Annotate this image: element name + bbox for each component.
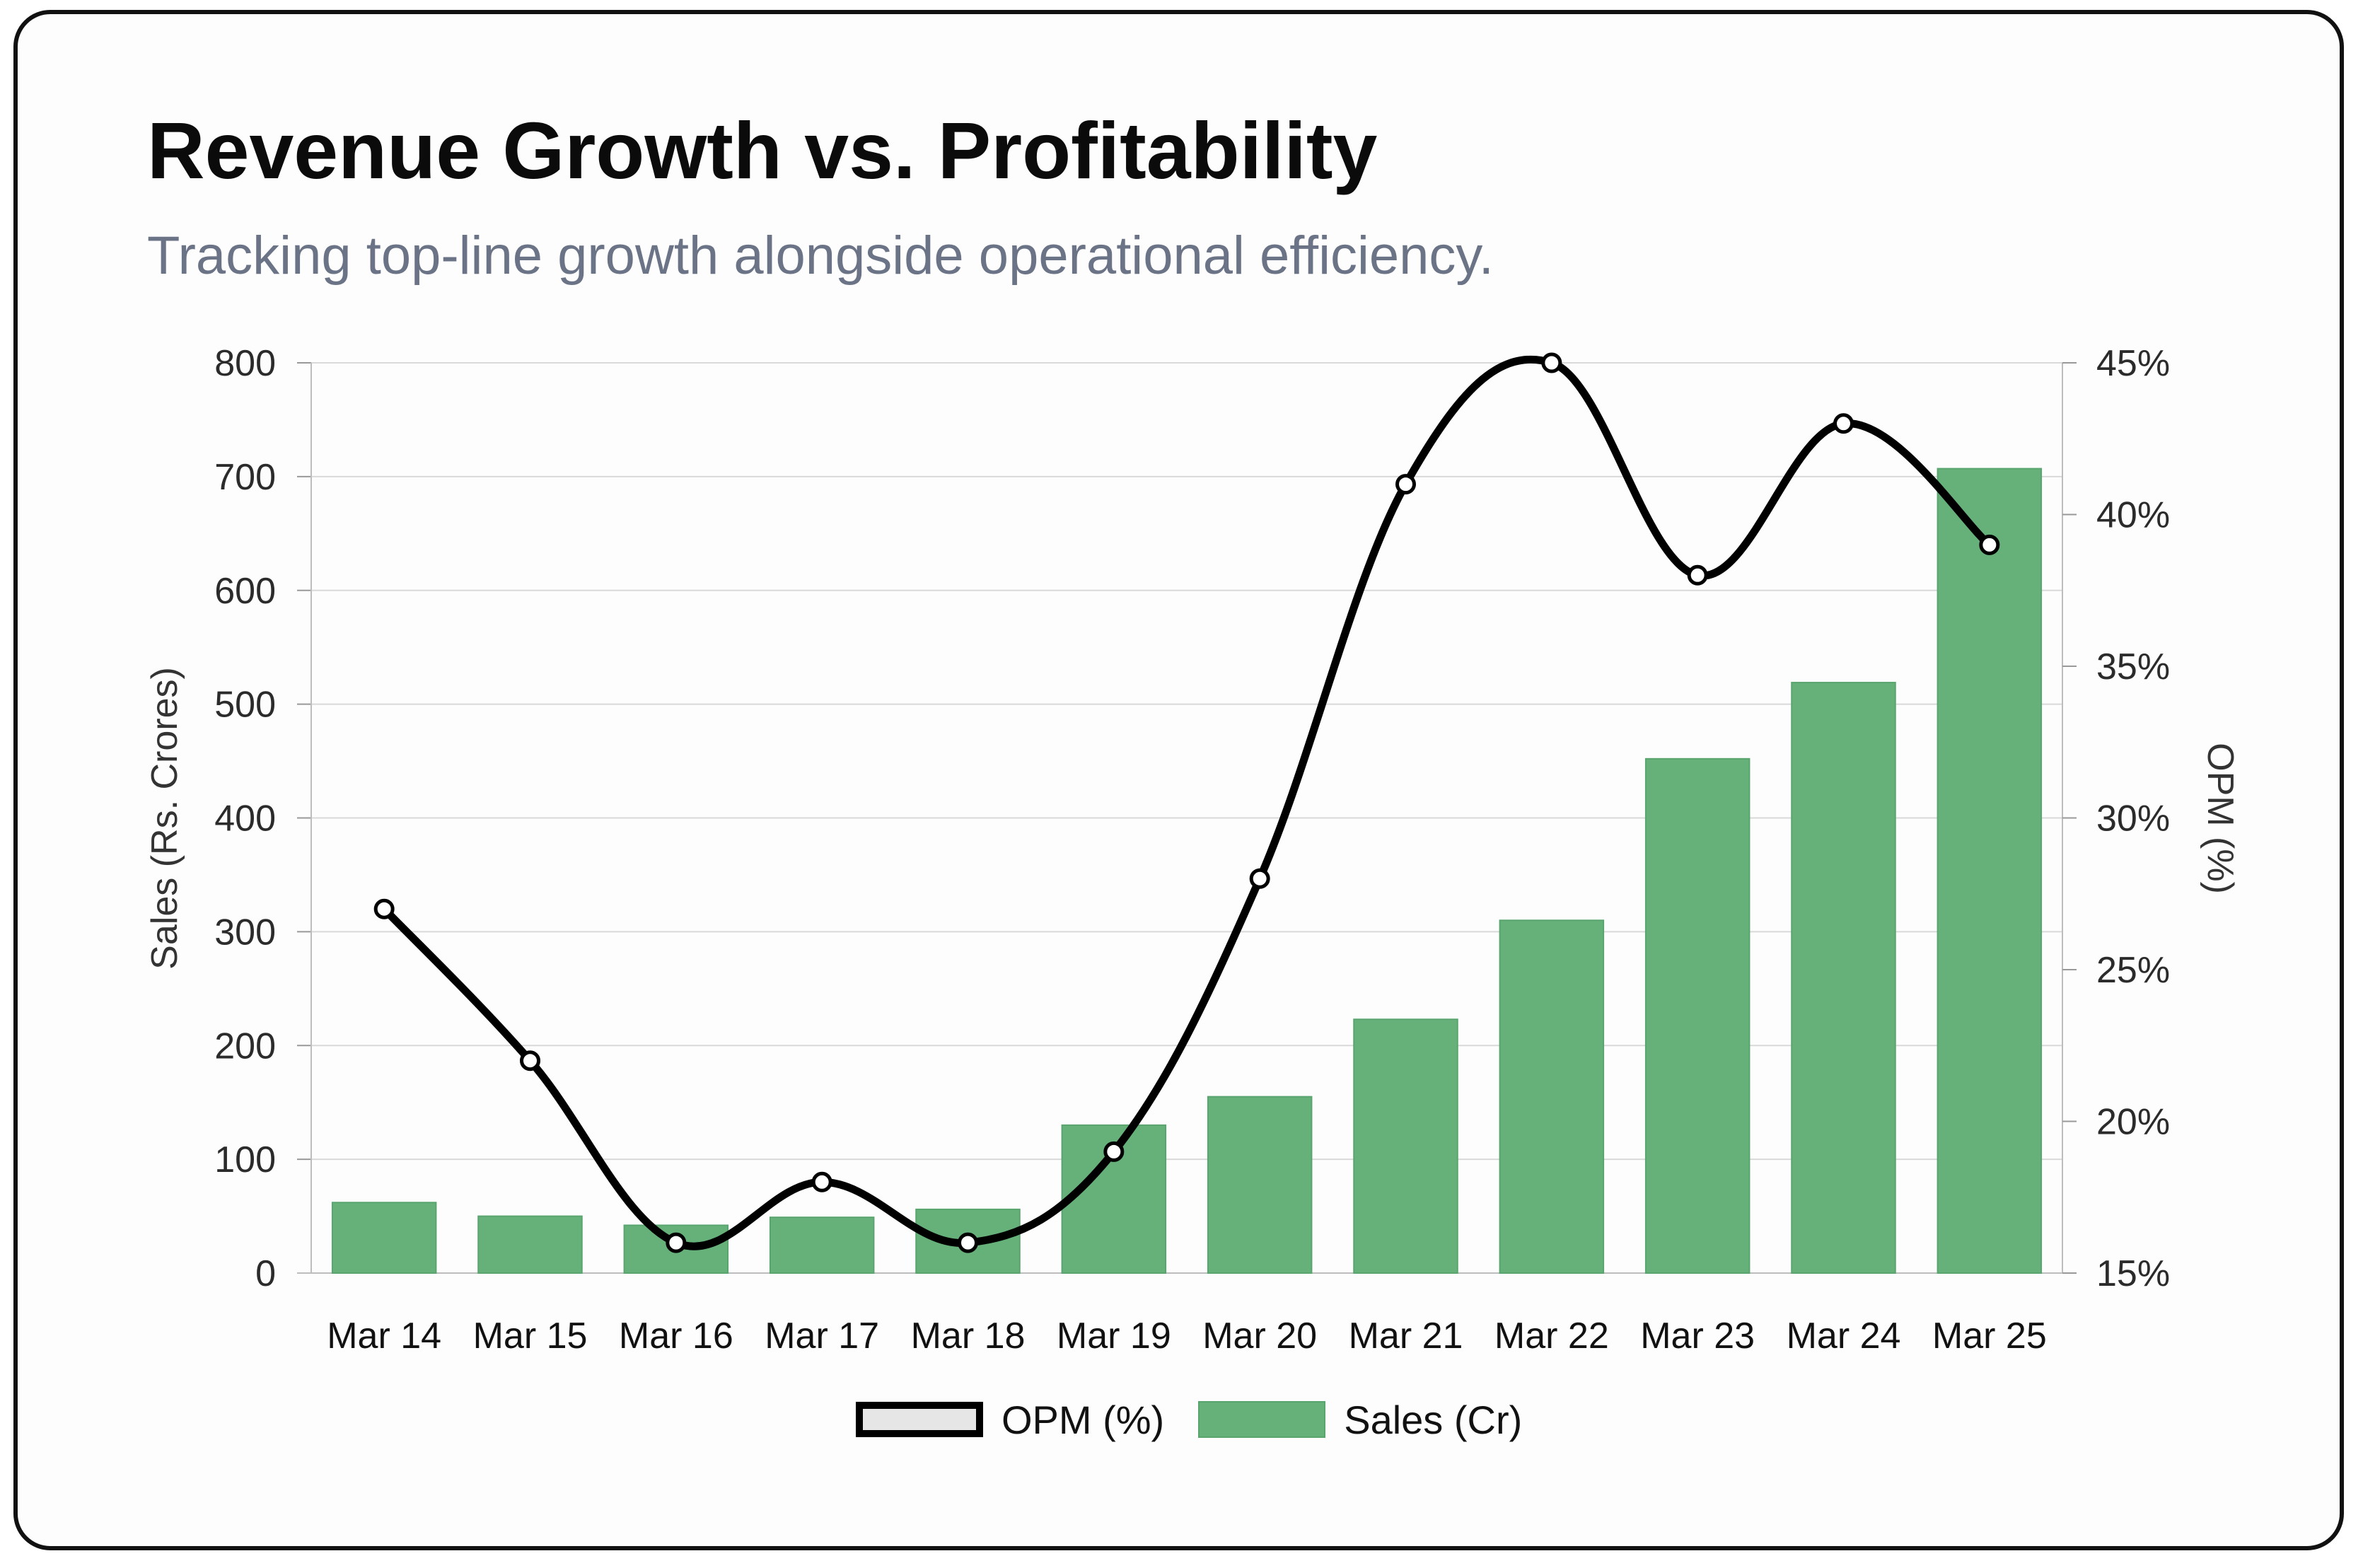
x-tick-label: Mar 22: [1494, 1316, 1609, 1357]
legend-item-sales[interactable]: Sales (Cr): [1198, 1397, 1522, 1443]
opm-point: [1687, 564, 1708, 586]
opm-point: [958, 1232, 978, 1253]
opm-point: [1103, 1141, 1125, 1162]
legend-swatch-line: [856, 1402, 983, 1437]
y-tick-label: 700: [214, 457, 276, 498]
x-tick-label: Mar 18: [911, 1316, 1026, 1357]
page-subtitle: Tracking top-line growth alongside opera…: [147, 226, 1494, 286]
x-tick-label: Mar 14: [327, 1316, 441, 1357]
y-tick-label: 200: [214, 1026, 276, 1067]
y2-tick-label: 35%: [2096, 646, 2170, 687]
opm-point: [1541, 352, 1562, 373]
sales-bar: [331, 1202, 437, 1274]
x-tick-label: Mar 19: [1057, 1316, 1171, 1357]
x-tick-label: Mar 21: [1349, 1316, 1463, 1357]
x-tick-label: Mar 15: [473, 1316, 588, 1357]
opm-point: [811, 1171, 832, 1192]
legend-item-opm[interactable]: OPM (%): [856, 1397, 1164, 1443]
opm-point: [520, 1050, 540, 1072]
opm-point: [1395, 474, 1416, 495]
y-tick-label: 600: [214, 571, 276, 612]
sales-bar: [1207, 1096, 1313, 1274]
sales-bar: [1791, 682, 1896, 1274]
x-tick-label: Mar 24: [1787, 1316, 1901, 1357]
sales-bar: [477, 1215, 583, 1274]
legend-label-opm: OPM (%): [1001, 1397, 1165, 1442]
y2-tick-label: 40%: [2096, 495, 2170, 536]
x-tick-label: Mar 25: [1932, 1316, 2047, 1357]
y-tick-label: 400: [214, 798, 276, 840]
y2-tick-label: 45%: [2096, 343, 2170, 384]
y-axis-title: Sales (Rs. Crores): [144, 667, 185, 970]
opm-point: [1833, 413, 1854, 434]
x-tick-label: Mar 20: [1202, 1316, 1317, 1357]
y2-tick-label: 30%: [2096, 798, 2170, 840]
x-tick-label: Mar 16: [619, 1316, 733, 1357]
x-tick-label: Mar 23: [1640, 1316, 1755, 1357]
y-tick-label: 800: [214, 343, 276, 384]
y2-tick-label: 20%: [2096, 1102, 2170, 1143]
legend-label-sales: Sales (Cr): [1344, 1397, 1523, 1442]
y2-tick-label: 15%: [2096, 1253, 2170, 1294]
legend-swatch-bar: [1198, 1401, 1326, 1438]
page-title: Revenue Growth vs. Profitability: [147, 106, 1378, 195]
opm-point: [1249, 868, 1270, 889]
sales-bar: [769, 1216, 875, 1274]
chart-legend: OPM (%) Sales (Cr): [856, 1395, 1556, 1444]
opm-point: [666, 1232, 687, 1253]
y2-tick-label: 25%: [2096, 950, 2170, 991]
opm-point: [1979, 534, 2000, 555]
y-tick-label: 300: [214, 912, 276, 953]
sales-bar: [1937, 468, 2043, 1274]
y-tick-label: 500: [214, 685, 276, 726]
y2-axis-title: OPM (%): [2200, 743, 2241, 894]
sales-bar: [1499, 919, 1605, 1274]
sales-bar: [1644, 757, 1751, 1274]
x-tick-label: Mar 17: [765, 1316, 879, 1357]
y-tick-label: 0: [255, 1253, 276, 1294]
sales-bar: [1353, 1018, 1458, 1274]
opm-point: [373, 898, 395, 919]
y-tick-label: 100: [214, 1139, 276, 1180]
opm-line: [380, 355, 1994, 1250]
sales-bar: [915, 1208, 1021, 1274]
